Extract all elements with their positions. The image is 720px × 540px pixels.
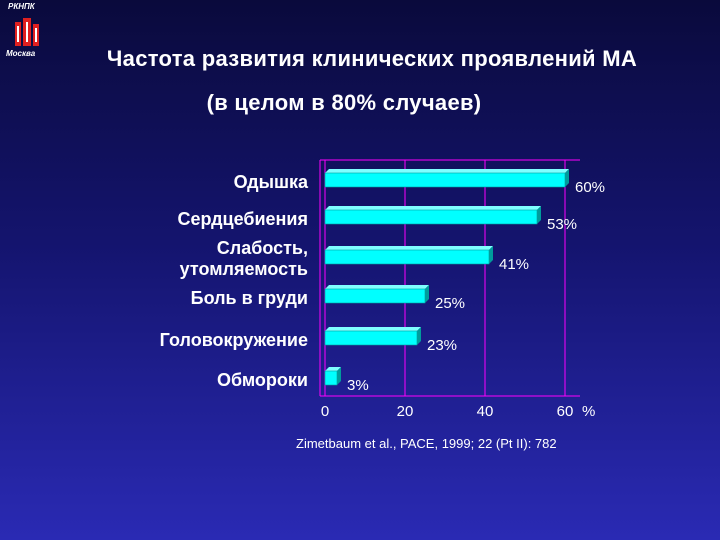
bar-top-face <box>325 246 493 250</box>
category-label-line: Слабость, <box>216 238 308 258</box>
category-label: Сердцебиения <box>178 209 308 230</box>
bar-side-face <box>537 206 541 224</box>
logo-bottom-text: Москва <box>6 49 36 58</box>
category-label: Боль в груди <box>191 288 308 309</box>
bar-top-face <box>325 367 341 371</box>
category-label-line: Головокружение <box>159 329 308 350</box>
category-label-line: Сердцебиения <box>177 208 308 229</box>
x-tick-label: 20 <box>397 403 414 420</box>
bar-top-face <box>325 206 541 210</box>
bar <box>324 330 418 346</box>
bar-top-face <box>325 285 429 289</box>
bar-value-label: 3% <box>347 377 369 394</box>
category-label-line: Обмороки <box>216 369 308 390</box>
bar <box>324 249 490 265</box>
bar <box>324 288 426 304</box>
bar-value-label: 25% <box>435 295 465 312</box>
x-axis-unit: % <box>582 403 595 420</box>
logo-top-text: РКНПК <box>8 2 35 11</box>
bar-side-face <box>417 327 421 345</box>
bar-value-label: 23% <box>427 337 457 354</box>
bar-top-face <box>325 169 569 173</box>
bar <box>324 209 538 225</box>
category-label: Обмороки <box>217 370 308 391</box>
category-label: Головокружение <box>160 330 308 351</box>
bar-side-face <box>425 285 429 303</box>
logo: РКНПК Москва <box>6 2 46 62</box>
category-label-line: утомляемость <box>179 259 308 279</box>
category-label-line: Одышка <box>233 171 308 192</box>
logo-mark-icon <box>15 18 39 46</box>
x-tick-label: 40 <box>477 403 494 420</box>
bar-value-label: 53% <box>547 216 577 233</box>
bar-side-face <box>489 246 493 264</box>
title-line-1: Частота развития клинических проявлений … <box>106 46 638 71</box>
bar-side-face <box>565 169 569 187</box>
category-label-line: Боль в груди <box>190 287 308 308</box>
category-label: Одышка <box>234 172 308 193</box>
bar-value-label: 41% <box>499 256 529 273</box>
x-tick-label: 0 <box>321 403 329 420</box>
bar <box>324 172 566 188</box>
category-label: Слабость, утомляемость <box>180 238 308 280</box>
bar-side-face <box>337 367 341 385</box>
title-line-2: (в целом в 80% случаев) <box>206 90 482 115</box>
bar-value-label: 60% <box>575 179 605 196</box>
bar-top-face <box>325 327 421 331</box>
x-tick-label: 60 <box>557 403 574 420</box>
bar <box>324 370 338 386</box>
citation: Zimetbaum et al., PACE, 1999; 22 (Pt II)… <box>296 436 557 451</box>
